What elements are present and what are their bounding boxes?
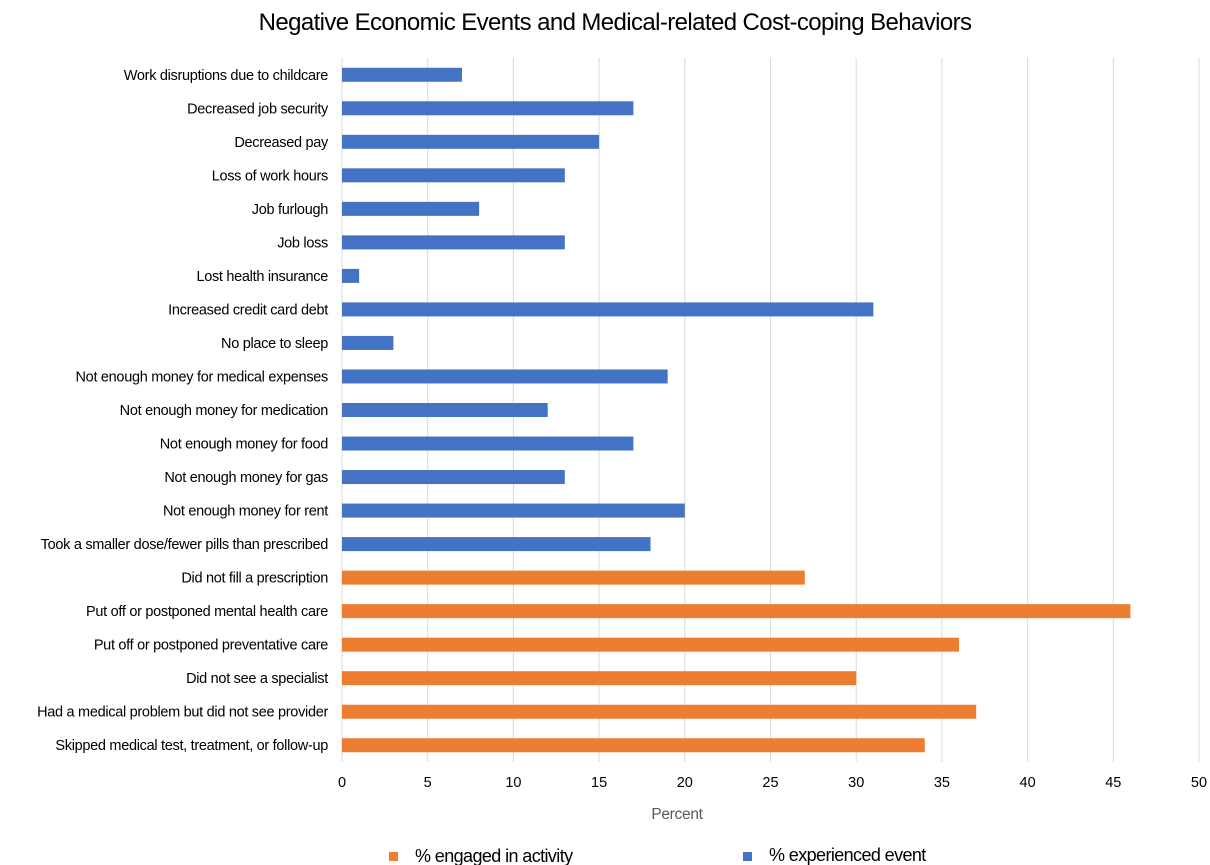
category-label: Not enough money for rent: [163, 504, 328, 520]
category-label: Lost health insurance: [196, 269, 328, 285]
bar: [342, 604, 1131, 619]
x-tick-label: 25: [762, 775, 778, 791]
x-tick-labels: 0 5 10 15 20 25 30 35 40 45 50: [338, 775, 1207, 791]
bar: [342, 671, 857, 686]
bar: [342, 268, 360, 283]
bar: [342, 503, 685, 518]
x-tick-label: 0: [338, 775, 346, 791]
bar: [342, 637, 960, 652]
bar: [342, 369, 668, 384]
bar: [342, 436, 634, 451]
x-tick-label: 15: [591, 775, 607, 791]
bar: [342, 537, 651, 552]
category-label: Decreased pay: [234, 135, 329, 151]
x-tick-label: 35: [934, 775, 950, 791]
category-label: Increased credit card debt: [168, 302, 328, 318]
x-axis-title: Percent: [651, 806, 703, 823]
chart-title: Negative Economic Events and Medical-rel…: [259, 9, 972, 36]
bar: [342, 704, 977, 719]
bar: [342, 470, 565, 485]
legend-swatch-engaged: [389, 852, 398, 861]
category-label: Did not see a specialist: [186, 671, 328, 687]
category-label: Took a smaller dose/fewer pills than pre…: [41, 537, 329, 553]
bar: [342, 403, 548, 417]
bar: [342, 738, 925, 753]
x-tick-label: 10: [505, 775, 521, 791]
legend-label-experienced: % experienced event: [769, 845, 926, 865]
category-labels: Work disruptions due to childcare Decreas…: [37, 68, 329, 754]
category-label: Loss of work hours: [212, 168, 328, 184]
category-label: Not enough money for food: [160, 437, 328, 453]
category-label: Did not fill a prescription: [181, 571, 328, 587]
category-label: Work disruptions due to childcare: [124, 68, 328, 84]
bar: [342, 570, 805, 585]
category-label: Not enough money for medical expenses: [76, 369, 329, 385]
bar: [342, 168, 565, 183]
bar: [342, 101, 634, 116]
category-label: Put off or postponed mental health care: [86, 604, 328, 620]
category-label: Decreased job security: [187, 101, 329, 117]
category-label: Put off or postponed preventative care: [94, 638, 328, 654]
category-label: No place to sleep: [221, 336, 328, 352]
bar: [342, 335, 394, 350]
x-tick-label: 30: [848, 775, 864, 791]
legend: % engaged in activity % experienced even…: [389, 845, 927, 865]
legend-label-engaged: % engaged in activity: [415, 846, 573, 865]
x-tick-label: 45: [1105, 775, 1121, 791]
x-tick-label: 20: [677, 775, 693, 791]
category-label: Skipped medical test, treatment, or foll…: [55, 738, 328, 754]
bar: [342, 302, 874, 317]
bar: [342, 235, 565, 250]
bar: [342, 201, 480, 216]
bar: [342, 134, 600, 149]
bars: [342, 67, 1131, 753]
category-label: Job furlough: [252, 202, 328, 218]
category-label: Not enough money for medication: [120, 403, 329, 419]
legend-swatch-experienced: [743, 852, 752, 861]
x-tick-label: 5: [424, 775, 432, 791]
x-tick-label: 40: [1020, 775, 1036, 791]
category-label: Job loss: [277, 235, 328, 251]
x-tick-label: 50: [1191, 775, 1207, 791]
bar: [342, 67, 462, 82]
category-label: Not enough money for gas: [164, 470, 328, 486]
category-label: Had a medical problem but did not see pr…: [37, 705, 328, 721]
